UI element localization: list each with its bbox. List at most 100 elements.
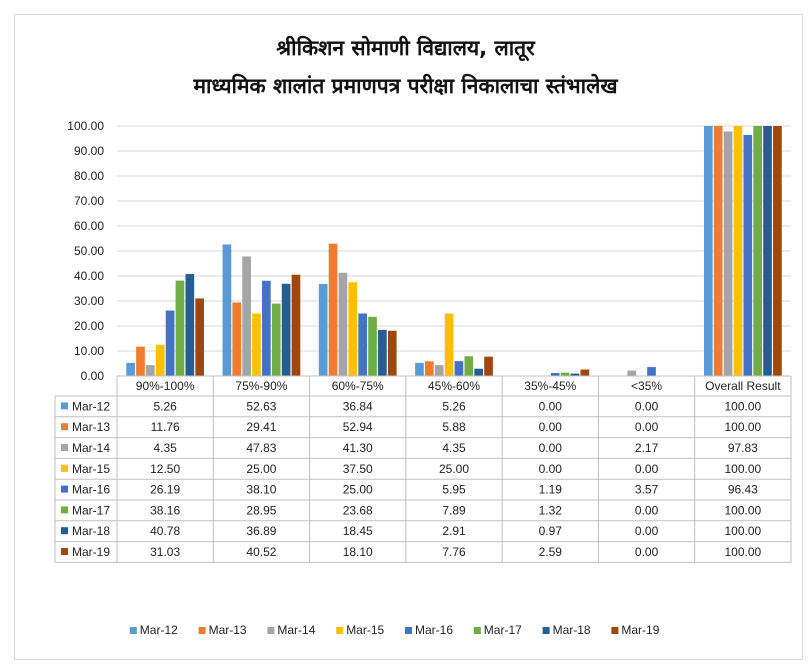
data-label: 5.26 [442, 399, 466, 413]
data-label: 1.19 [539, 483, 563, 497]
bar [763, 126, 772, 376]
table-series-name: Mar-16 [72, 483, 110, 497]
bar [126, 362, 135, 376]
data-label: 3.57 [635, 483, 659, 497]
data-label: 47.83 [246, 441, 276, 455]
bar [434, 365, 444, 376]
y-tick-label: 60.00 [74, 219, 104, 233]
data-label: 100.00 [725, 503, 762, 517]
data-label: 25.00 [439, 462, 469, 476]
data-label: 12.50 [150, 462, 180, 476]
table-series-name: Mar-19 [72, 545, 110, 559]
data-table: 90%-100% 75%-90% 60%-75% 45%-60% 35%-45% <35%… [54, 375, 792, 563]
category-label: 35%-45% [524, 379, 576, 393]
legend-key [473, 627, 481, 634]
data-label: 5.88 [442, 420, 466, 434]
bar [713, 126, 723, 376]
data-label: 4.35 [442, 441, 466, 455]
category-label: Overall Result [705, 379, 781, 393]
bar [185, 274, 195, 376]
data-label: 5.26 [153, 399, 177, 413]
data-label: 52.94 [343, 420, 373, 434]
legend-entry: Mar-17 [484, 623, 522, 637]
y-tick-label: 100.00 [67, 119, 104, 133]
data-label: 100.00 [725, 545, 762, 559]
bar [474, 368, 484, 376]
table-series-key [61, 402, 68, 410]
category-label: 75%-90% [235, 379, 287, 393]
y-tick-label: 80.00 [74, 169, 104, 183]
bar [368, 316, 377, 376]
bar [773, 126, 782, 376]
bar [348, 282, 358, 376]
data-label: 38.16 [150, 503, 180, 517]
data-label: 2.17 [635, 441, 659, 455]
data-label: 28.95 [246, 503, 276, 517]
bar [444, 313, 454, 376]
table-series-key [61, 464, 68, 472]
data-label: 97.83 [728, 441, 758, 455]
bar [338, 272, 348, 376]
data-label: 0.00 [635, 524, 659, 538]
data-label: 100.00 [725, 399, 762, 413]
bar [464, 356, 474, 376]
legend-entry: Mar-16 [415, 623, 453, 637]
y-tick-label: 20.00 [74, 319, 104, 333]
bar [165, 310, 175, 376]
data-label: 100.00 [725, 420, 762, 434]
bars [126, 126, 782, 376]
bar [454, 361, 464, 376]
bar [262, 280, 271, 376]
y-tick-label: 10.00 [74, 344, 104, 358]
data-label: 100.00 [725, 524, 762, 538]
bar [753, 126, 762, 376]
legend-key [198, 627, 206, 634]
table-series-name: Mar-13 [72, 420, 110, 434]
data-label: 0.00 [539, 420, 563, 434]
bar [627, 370, 637, 376]
table-series-name: Mar-15 [72, 462, 110, 476]
table-series-name: Mar-12 [72, 399, 110, 413]
data-label: 0.00 [539, 399, 563, 413]
data-label: 0.00 [539, 462, 563, 476]
data-label: 0.00 [539, 441, 563, 455]
data-label: 2.59 [539, 545, 563, 559]
bar [415, 362, 424, 376]
y-tick-label: 70.00 [74, 194, 104, 208]
bar [232, 302, 242, 376]
category-label: <35% [631, 379, 662, 393]
bar [723, 131, 733, 376]
data-label: 40.52 [246, 545, 276, 559]
chart-subtitle: माध्यमिक शालांत प्रमाणपत्र परीक्षा निकाल… [193, 74, 618, 98]
data-label: 0.00 [635, 503, 659, 517]
bar [743, 134, 753, 376]
legend-entry: Mar-15 [346, 623, 384, 637]
data-label: 5.95 [442, 483, 466, 497]
data-label: 23.68 [343, 503, 373, 517]
bar [242, 256, 251, 376]
data-label: 25.00 [343, 483, 373, 497]
bar [358, 313, 367, 376]
bar [328, 243, 338, 376]
legend-entry: Mar-13 [209, 623, 247, 637]
data-label: 29.41 [246, 420, 276, 434]
bar [387, 330, 397, 376]
legend-key [611, 627, 619, 634]
bar [222, 244, 232, 376]
chart-title: श्रीकिशन सोमाणी विद्यालय, लातूर [276, 36, 535, 60]
bar [281, 283, 291, 376]
bar [647, 367, 656, 376]
bar [484, 356, 493, 376]
data-label: 31.03 [150, 545, 180, 559]
data-label: 0.00 [635, 399, 659, 413]
legend-key [336, 627, 344, 634]
legend-entry: Mar-14 [277, 623, 315, 637]
data-label: 2.91 [442, 524, 466, 538]
table-series-name: Mar-14 [72, 441, 110, 455]
bar [318, 283, 328, 376]
bar [291, 274, 301, 376]
table-series-key [61, 485, 68, 493]
legend-key [542, 627, 550, 634]
bar [136, 346, 145, 376]
